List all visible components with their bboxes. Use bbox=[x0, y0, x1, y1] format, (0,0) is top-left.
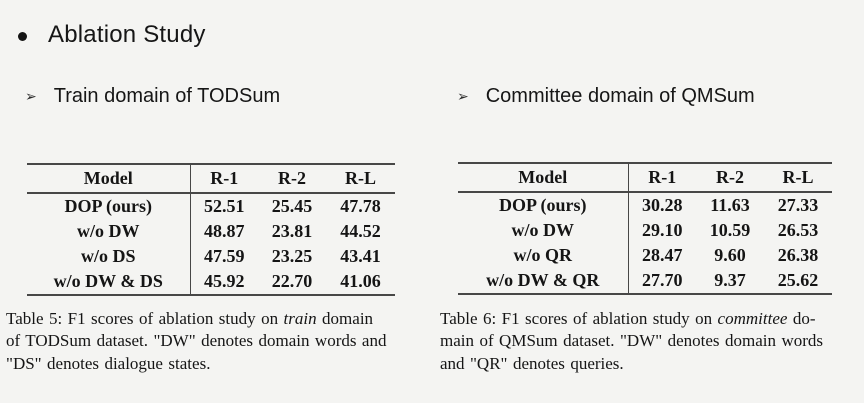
header-cell-r1: R-1 bbox=[648, 167, 677, 187]
caption-line: Table 5: F1 scores of ablation study on … bbox=[6, 308, 386, 330]
header-cell-rl: R-L bbox=[782, 167, 814, 187]
score-cell: 45.92 bbox=[204, 271, 245, 292]
table-row: DOP (ours) 52.51 25.45 47.78 bbox=[27, 193, 395, 219]
caption-text: of TODSum dataset. "DW" denotes domain w… bbox=[6, 331, 387, 351]
score-cell: 43.41 bbox=[340, 246, 381, 267]
score-cell: 10.59 bbox=[709, 219, 751, 240]
score-cell: 26.53 bbox=[777, 219, 819, 240]
header-cell-rl: R-L bbox=[345, 168, 376, 188]
score-cell: 30.28 bbox=[642, 194, 683, 215]
slide-title-block: Ablation Study bbox=[18, 21, 206, 49]
table-row: w/o DW & DS 45.92 22.70 41.06 bbox=[27, 269, 395, 295]
caption-text: "DS" denotes dialogue states. bbox=[6, 353, 211, 373]
header-cell-r1: R-1 bbox=[210, 168, 239, 188]
score-cell: 27.33 bbox=[777, 194, 819, 215]
score-cell: 9.37 bbox=[714, 270, 746, 291]
score-cell: 11.63 bbox=[710, 194, 750, 215]
model-cell: DOP (ours) bbox=[458, 192, 629, 218]
section-heading-todsum: ➢ Train domain of TODSum bbox=[25, 85, 280, 108]
ablation-table-qmsum: Model R-1 R-2 R-L DOP (ours) 30.28 11.63… bbox=[458, 162, 832, 295]
score-cell: 47.59 bbox=[204, 246, 245, 267]
table-row: DOP (ours) 30.28 11.63 27.33 bbox=[458, 192, 832, 218]
caption-text: and "QR" denotes queries. bbox=[440, 353, 624, 373]
section-heading-qmsum: ➢ Committee domain of QMSum bbox=[457, 85, 755, 108]
caption-line: and "QR" denotes queries. bbox=[440, 353, 823, 375]
caption-line: Table 6: F1 scores of ablation study on … bbox=[440, 308, 823, 330]
table-row: w/o DW 48.87 23.81 44.52 bbox=[27, 218, 395, 244]
table-header-row: Model R-1 R-2 R-L bbox=[27, 164, 395, 193]
arrow-bullet-icon: ➢ bbox=[457, 88, 469, 104]
bullet-icon bbox=[18, 32, 27, 41]
caption-text: Table 6: F1 scores of ablation study on bbox=[440, 309, 718, 328]
caption-text: do- bbox=[787, 309, 816, 328]
model-cell: w/o DW bbox=[458, 217, 629, 243]
header-cell-r2: R-2 bbox=[716, 167, 744, 187]
table-row: w/o QR 28.47 9.60 26.38 bbox=[458, 243, 832, 269]
table-header-row: Model R-1 R-2 R-L bbox=[458, 163, 832, 192]
score-cell: 48.87 bbox=[204, 220, 245, 241]
table-caption-5: Table 5: F1 scores of ablation study on … bbox=[6, 308, 386, 375]
score-cell: 23.81 bbox=[271, 220, 313, 241]
caption-italic-word: committee bbox=[717, 309, 788, 328]
score-cell: 29.10 bbox=[642, 219, 683, 240]
caption-text: main of QMSum dataset. "DW" denotes doma… bbox=[440, 331, 823, 351]
model-cell: w/o DW bbox=[27, 218, 191, 244]
model-cell: w/o DW & QR bbox=[458, 268, 629, 294]
model-cell: w/o QR bbox=[458, 243, 629, 269]
caption-text: domain bbox=[316, 309, 374, 328]
score-cell: 23.25 bbox=[271, 246, 313, 267]
header-cell-r2: R-2 bbox=[278, 168, 306, 188]
score-cell: 22.70 bbox=[271, 271, 313, 292]
header-cell-model: Model bbox=[27, 164, 191, 193]
score-cell: 27.70 bbox=[642, 270, 683, 291]
section-heading-label: Committee domain of QMSum bbox=[485, 85, 755, 107]
ablation-table-todsum: Model R-1 R-2 R-L DOP (ours) 52.51 25.45… bbox=[27, 163, 395, 296]
caption-text: Table 5: F1 scores of ablation study on bbox=[6, 309, 284, 328]
score-cell: 28.47 bbox=[642, 245, 683, 266]
score-cell: 41.06 bbox=[340, 271, 381, 292]
score-cell: 25.62 bbox=[777, 270, 819, 291]
score-cell: 52.51 bbox=[204, 195, 245, 216]
table-row: w/o DW & QR 27.70 9.37 25.62 bbox=[458, 268, 832, 294]
table-row: w/o DS 47.59 23.25 43.41 bbox=[27, 244, 395, 270]
caption-italic-word: train bbox=[283, 309, 317, 328]
score-cell: 9.60 bbox=[714, 245, 746, 266]
section-heading-label: Train domain of TODSum bbox=[53, 85, 281, 107]
caption-line: of TODSum dataset. "DW" denotes domain w… bbox=[6, 330, 386, 352]
model-cell: DOP (ours) bbox=[27, 193, 191, 219]
score-cell: 26.38 bbox=[777, 245, 819, 266]
model-cell: w/o DS bbox=[27, 244, 191, 270]
score-cell: 47.78 bbox=[340, 195, 381, 216]
caption-line: "DS" denotes dialogue states. bbox=[6, 353, 386, 375]
score-cell: 44.52 bbox=[340, 220, 381, 241]
header-cell-model: Model bbox=[458, 163, 629, 192]
caption-line: main of QMSum dataset. "DW" denotes doma… bbox=[440, 330, 823, 352]
model-cell: w/o DW & DS bbox=[27, 269, 191, 295]
slide-title: Ablation Study bbox=[48, 21, 206, 48]
score-cell: 25.45 bbox=[271, 195, 313, 216]
table-row: w/o DW 29.10 10.59 26.53 bbox=[458, 217, 832, 243]
arrow-bullet-icon: ➢ bbox=[25, 88, 37, 104]
table-caption-6: Table 6: F1 scores of ablation study on … bbox=[440, 308, 823, 375]
